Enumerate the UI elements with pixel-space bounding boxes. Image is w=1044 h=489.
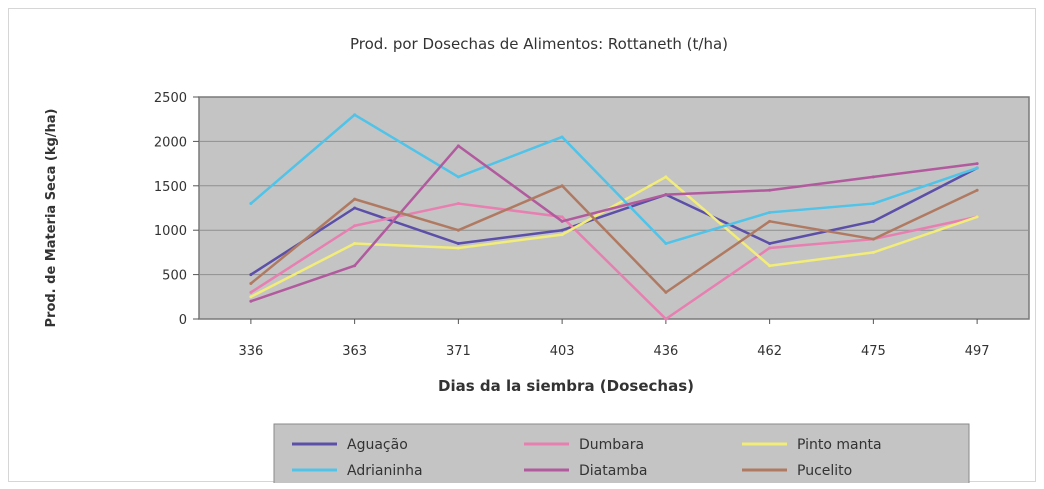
data-point xyxy=(353,206,357,210)
data-point xyxy=(560,184,564,188)
data-point xyxy=(975,215,979,219)
data-point xyxy=(664,290,668,294)
data-point xyxy=(353,242,357,246)
legend-label: Adrianinha xyxy=(347,463,423,479)
data-point xyxy=(249,202,253,206)
x-tick-label: 497 xyxy=(965,344,990,359)
data-point xyxy=(456,246,460,250)
data-point xyxy=(560,135,564,139)
data-point xyxy=(456,202,460,206)
data-point xyxy=(249,273,253,277)
data-point xyxy=(664,175,668,179)
legend-item-pucelito: Pucelito xyxy=(742,463,852,479)
data-point xyxy=(456,228,460,232)
y-tick-label: 2000 xyxy=(154,135,187,150)
series-line xyxy=(250,144,978,303)
data-point xyxy=(871,175,875,179)
x-tick-label: 371 xyxy=(446,344,471,359)
data-point xyxy=(560,215,564,219)
y-tick-label: 0 xyxy=(179,313,187,328)
y-tick-label: 1000 xyxy=(154,224,187,239)
data-point xyxy=(249,290,253,294)
line-chart: 0 500 1000 1500 2000 2500 336 363 371 403 436 462 47… xyxy=(44,35,1030,483)
x-tick-label: 475 xyxy=(861,344,886,359)
data-point xyxy=(560,228,564,232)
data-point xyxy=(871,237,875,241)
y-tick-label: 500 xyxy=(162,269,187,284)
y-tick-label: 1500 xyxy=(154,180,187,195)
series-line xyxy=(250,166,978,276)
data-point xyxy=(353,264,357,268)
data-point xyxy=(768,242,772,246)
data-point xyxy=(249,281,253,285)
data-point xyxy=(560,219,564,223)
data-point xyxy=(871,202,875,206)
legend-item-aguacao: Aguação xyxy=(292,437,408,453)
data-point xyxy=(664,242,668,246)
legend-label: Diatamba xyxy=(579,463,647,479)
legend-label: Pucelito xyxy=(797,463,852,479)
data-point xyxy=(353,197,357,201)
chart-title: Prod. por Dosechas de Alimentos: Rottane… xyxy=(350,35,728,53)
x-tick-label: 403 xyxy=(550,344,575,359)
legend-box xyxy=(273,423,970,483)
data-point xyxy=(249,299,253,303)
x-tick-label: 336 xyxy=(238,344,263,359)
legend-label: Pinto manta xyxy=(797,437,882,453)
data-point xyxy=(768,246,772,250)
series-adrianinha xyxy=(249,113,979,246)
x-tick-label: 436 xyxy=(653,344,678,359)
data-point xyxy=(249,295,253,299)
legend-item-dumbara: Dumbara xyxy=(524,437,644,453)
data-point xyxy=(664,193,668,197)
data-point xyxy=(975,188,979,192)
data-point xyxy=(768,188,772,192)
series-diatamba xyxy=(249,144,979,303)
legend-label: Aguação xyxy=(347,437,408,453)
data-point xyxy=(975,166,979,170)
y-tick-label: 2500 xyxy=(154,91,187,106)
series-line xyxy=(250,113,978,245)
chart-frame: 0 500 1000 1500 2000 2500 336 363 371 403 436 462 47… xyxy=(8,8,1036,483)
legend-item-adrianinha: Adrianinha xyxy=(292,463,423,479)
data-point xyxy=(456,144,460,148)
data-point xyxy=(871,219,875,223)
data-point xyxy=(871,250,875,254)
legend-label: Dumbara xyxy=(579,437,644,453)
data-point xyxy=(456,242,460,246)
x-tick-label: 363 xyxy=(342,344,367,359)
data-point xyxy=(353,113,357,117)
legend-item-diatamba: Diatamba xyxy=(524,463,647,479)
data-point xyxy=(768,264,772,268)
legend-item-pinto-manta: Pinto manta xyxy=(742,437,882,453)
data-point xyxy=(768,210,772,214)
data-point xyxy=(975,162,979,166)
y-axis-label: Prod. de Materia Seca (kg/ha) xyxy=(44,109,59,328)
series-line xyxy=(250,202,978,321)
data-point xyxy=(560,233,564,237)
series-line xyxy=(250,184,978,294)
series-pucelito xyxy=(249,184,979,294)
data-point xyxy=(664,317,668,321)
data-point xyxy=(456,175,460,179)
data-point xyxy=(768,219,772,223)
x-axis-label: Dias da la siembra (Dosechas) xyxy=(438,377,694,395)
x-tick-label: 462 xyxy=(757,344,782,359)
data-point xyxy=(353,224,357,228)
